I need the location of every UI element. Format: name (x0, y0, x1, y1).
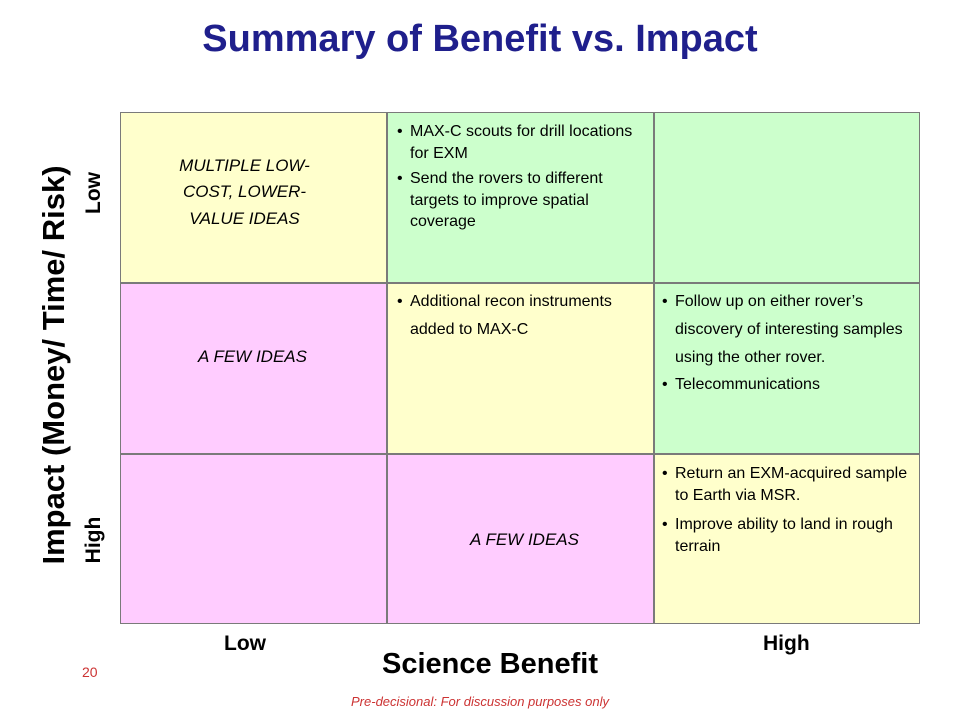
y-axis-label-text: Impact (Money/ Time/ Risk) (36, 165, 71, 565)
bullet-list: MAX-C scouts for drill locations for EXM… (394, 121, 645, 233)
bullet-item: Telecommunications (659, 374, 915, 396)
matrix-cell-low-impact-mid-benefit: MAX-C scouts for drill locations for EXM… (387, 112, 654, 283)
matrix-cell-high-impact-mid-benefit: A FEW IDEAS (387, 454, 654, 624)
bullet-item: Send the rovers to different targets to … (394, 168, 645, 233)
cell-caption-line: VALUE IDEAS (189, 208, 300, 228)
footer-disclaimer: Pre-decisional: For discussion purposes … (351, 694, 609, 709)
page-number: 20 (82, 664, 98, 680)
bullet-item: Return an EXM-acquired sample to Earth v… (659, 463, 913, 506)
cell-caption-line: COST, LOWER- (182, 182, 307, 202)
x-axis-label: Science Benefit (382, 648, 598, 680)
bullet-item: MAX-C scouts for drill locations for EXM (394, 121, 645, 164)
cell-caption: A FEW IDEAS (470, 530, 579, 549)
matrix-cell-low-impact-high-benefit (654, 112, 920, 283)
benefit-impact-matrix: MULTIPLE LOW- COST, LOWER- VALUE IDEAS M… (120, 112, 920, 624)
matrix-cell-low-impact-low-benefit: MULTIPLE LOW- COST, LOWER- VALUE IDEAS (120, 112, 387, 283)
x-axis-high-label: High (763, 632, 810, 655)
cell-caption: MULTIPLE LOW- COST, LOWER- VALUE IDEAS (121, 153, 386, 232)
cell-caption-line: MULTIPLE LOW- (179, 156, 310, 175)
matrix-cell-high-impact-low-benefit (120, 454, 387, 624)
bullet-item: Improve ability to land in rough terrain (659, 514, 913, 557)
bullet-list: Additional recon instruments added to MA… (394, 288, 633, 344)
bullet-list: Return an EXM-acquired sample to Earth v… (659, 463, 913, 557)
x-axis-low-label: Low (224, 632, 266, 655)
matrix-cell-mid-impact-low-benefit: A FEW IDEAS (120, 283, 387, 454)
y-axis-low-label: Low (82, 172, 105, 214)
matrix-cell-high-impact-high-benefit: Return an EXM-acquired sample to Earth v… (654, 454, 920, 624)
page-title: Summary of Benefit vs. Impact (202, 18, 758, 60)
y-axis-high-label: High (82, 516, 105, 564)
cell-caption: A FEW IDEAS (198, 347, 307, 366)
bullet-item: Additional recon instruments added to MA… (394, 288, 633, 344)
bullet-list: Follow up on either rover’s discovery of… (659, 288, 915, 396)
matrix-cell-mid-impact-mid-benefit: Additional recon instruments added to MA… (387, 283, 654, 454)
matrix-cell-mid-impact-high-benefit: Follow up on either rover’s discovery of… (654, 283, 920, 454)
bullet-item: Follow up on either rover’s discovery of… (659, 288, 915, 372)
